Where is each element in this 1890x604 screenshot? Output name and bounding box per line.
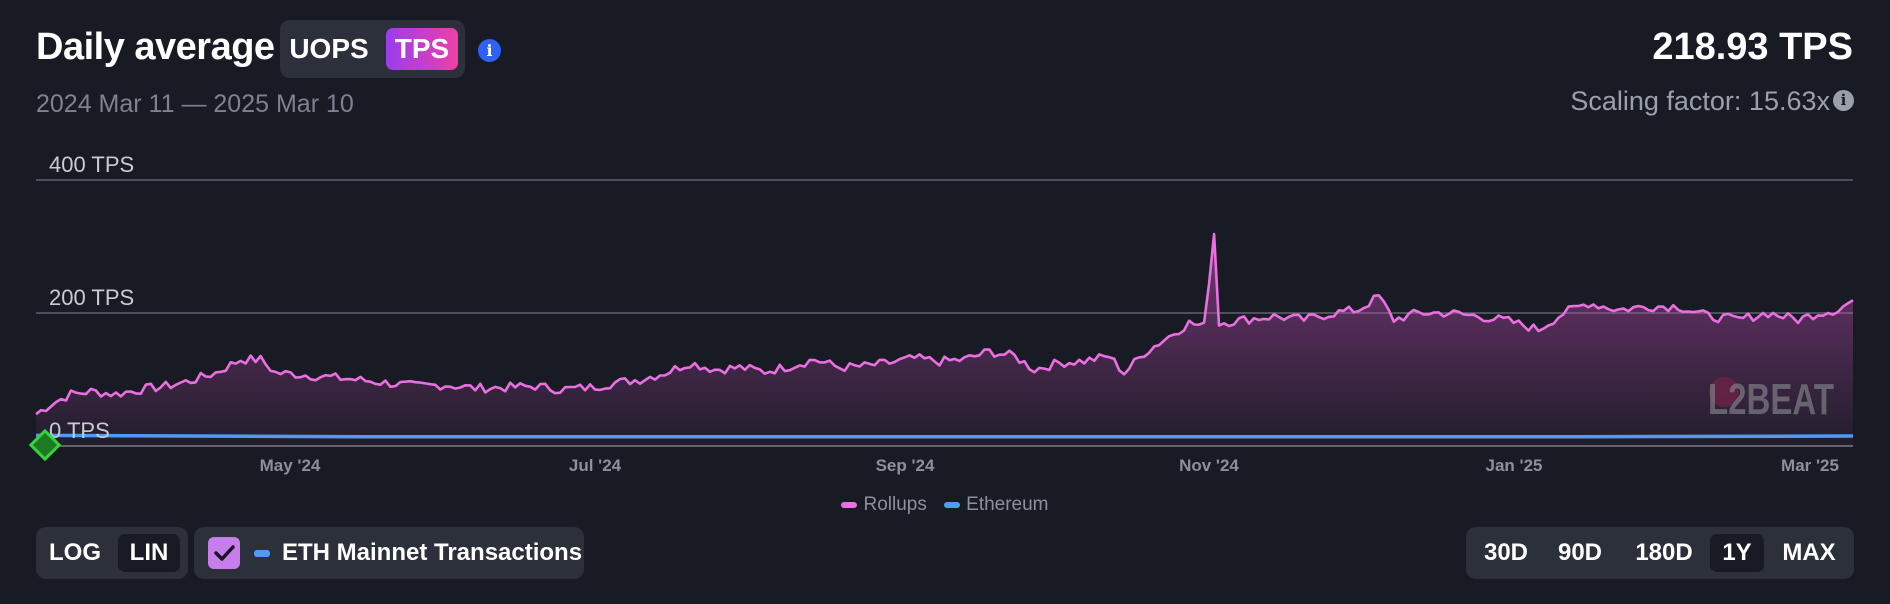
scaling-factor: Scaling factor: 15.63x (1570, 86, 1830, 116)
legend-ethereum[interactable]: Ethereum (944, 494, 1049, 516)
uops-button[interactable]: UOPS (289, 33, 369, 64)
legend-ethereum-label: Ethereum (966, 494, 1049, 515)
lin-scale-button[interactable]: LIN (118, 534, 180, 572)
rollups-swatch (841, 502, 858, 508)
range-180d-button[interactable]: 180D (1635, 539, 1693, 566)
legend-rollups-label: Rollups (863, 494, 927, 515)
eth-mainnet-toggle[interactable]: ETH Mainnet Transactions (194, 527, 584, 579)
chart-legend: Rollups Ethereum (0, 492, 1890, 516)
svg-text:L2BEAT: L2BEAT (1708, 375, 1834, 424)
checkmark-icon (214, 545, 235, 561)
x-tick-label: Sep '24 (876, 456, 935, 475)
scaling-info-icon[interactable]: i (1833, 90, 1854, 111)
eth-mainnet-checkbox[interactable] (208, 537, 240, 569)
l2beat-watermark: L2BEAT (1708, 375, 1834, 424)
info-icon[interactable]: i (478, 39, 501, 62)
y-tick-label: 0 TPS (49, 418, 110, 443)
y-tick-label: 400 TPS (49, 152, 134, 177)
range-90d-button[interactable]: 90D (1557, 539, 1603, 566)
x-tick-label: May '24 (260, 456, 321, 475)
x-tick-label: Mar '25 (1781, 456, 1839, 475)
ethereum-line (35, 433, 1854, 439)
current-value: 218.93 TPS (1652, 26, 1853, 68)
chart-area[interactable]: 0 TPS 200 TPS 400 TPS May '24 Jul '24 Sep '2… (0, 0, 1890, 490)
time-range-toggle: 30D 90D 180D 1Y MAX (1466, 527, 1854, 579)
range-start-handle[interactable] (28, 428, 62, 462)
x-tick-label: Jul '24 (569, 456, 622, 475)
tps-button[interactable]: TPS (386, 28, 458, 70)
range-max-button[interactable]: MAX (1782, 539, 1836, 566)
range-1y-button[interactable]: 1Y (1710, 534, 1764, 572)
y-tick-label: 200 TPS (49, 285, 134, 310)
chart-title: Daily average (36, 26, 275, 68)
range-30d-button[interactable]: 30D (1483, 539, 1529, 566)
unit-toggle: UOPS TPS (280, 20, 465, 78)
rollups-area (36, 234, 1853, 446)
x-tick-label: Nov '24 (1179, 456, 1239, 475)
ethereum-swatch (254, 550, 270, 557)
log-scale-button[interactable]: LOG (49, 539, 101, 566)
ethereum-swatch (944, 502, 961, 508)
rollups-line (35, 232, 1854, 416)
x-tick-label: Jan '25 (1486, 456, 1543, 475)
scale-toggle: LOG LIN (36, 527, 188, 579)
legend-rollups[interactable]: Rollups (841, 494, 927, 516)
date-range: 2024 Mar 11 — 2025 Mar 10 (36, 90, 354, 118)
eth-mainnet-label: ETH Mainnet Transactions (282, 539, 583, 566)
